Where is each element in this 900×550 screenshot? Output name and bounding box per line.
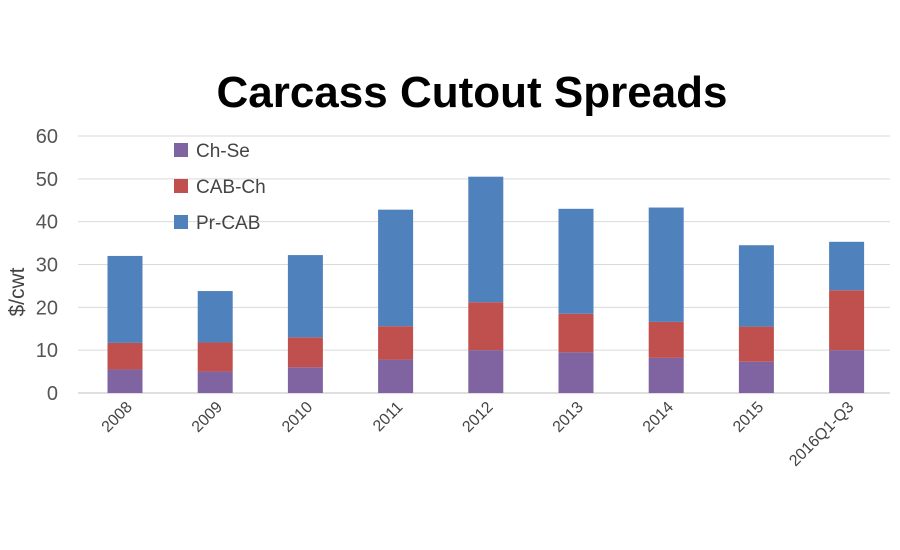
x-tick-label: 2011 — [370, 399, 406, 435]
bar-segment-pr-cab — [107, 255, 143, 343]
bar-segment-pr-cab — [468, 176, 504, 303]
bar-segment-cab-ch — [738, 326, 774, 362]
bars — [107, 176, 865, 393]
legend-label: Ch-Se — [196, 141, 250, 162]
bar-segment-ch-se — [738, 361, 774, 393]
bar-segment-ch-se — [648, 357, 684, 393]
bar-segment-cab-ch — [468, 302, 504, 351]
bar-segment-pr-cab — [558, 208, 594, 314]
bar-segment-cab-ch — [197, 342, 233, 372]
bar-segment-cab-ch — [829, 290, 865, 351]
x-tick-label: 2013 — [550, 399, 587, 436]
y-tick-label: 10 — [36, 340, 58, 362]
legend-swatch-pr-cab — [174, 215, 188, 229]
bar-segment-ch-se — [197, 371, 233, 393]
bar-segment-cab-ch — [648, 321, 684, 358]
x-tick-label: 2010 — [279, 399, 316, 436]
x-tick-label: 2009 — [189, 399, 226, 436]
y-tick-label: 40 — [36, 212, 58, 234]
x-tick-label: 2012 — [459, 399, 496, 436]
bar-segment-pr-cab — [829, 241, 865, 291]
bar-segment-cab-ch — [107, 342, 143, 370]
chart-title: Carcass Cutout Spreads — [216, 68, 728, 117]
bar-segment-ch-se — [287, 367, 323, 393]
bar-segment-ch-se — [558, 352, 594, 393]
x-tick-label: 2014 — [640, 399, 677, 436]
bar-segment-ch-se — [107, 369, 143, 393]
y-tick-label: 20 — [36, 297, 58, 319]
legend: Ch-Se CAB-Ch Pr-CAB — [174, 141, 266, 234]
y-tick-label: 30 — [36, 255, 58, 277]
y-tick-label: 0 — [47, 383, 58, 405]
x-tick-label: 2015 — [730, 399, 767, 436]
legend-swatch-cab-ch — [174, 179, 188, 193]
bar-segment-pr-cab — [378, 209, 414, 327]
bar-segment-ch-se — [378, 359, 414, 393]
bar-segment-pr-cab — [197, 291, 233, 343]
y-axis-ticks: 0 10 20 30 40 50 60 — [36, 126, 58, 405]
bar-segment-cab-ch — [378, 326, 414, 360]
bar-segment-cab-ch — [287, 337, 323, 368]
legend-label: Pr-CAB — [196, 213, 260, 234]
y-tick-label: 50 — [36, 169, 58, 191]
x-tick-label: 2008 — [99, 399, 136, 436]
x-tick-label: 2016Q1-Q3 — [786, 399, 857, 470]
y-tick-label: 60 — [36, 126, 58, 148]
legend-label: CAB-Ch — [196, 177, 266, 198]
bar-segment-pr-cab — [287, 255, 323, 338]
bar-segment-ch-se — [468, 350, 504, 393]
legend-swatch-ch-se — [174, 143, 188, 157]
bar-segment-cab-ch — [558, 313, 594, 353]
x-axis-ticks: 2008 2009 2010 2011 2012 2013 2014 2015 2016Q1-Q… — [99, 399, 858, 470]
bar-segment-pr-cab — [648, 207, 684, 322]
bar-segment-pr-cab — [738, 245, 774, 327]
bar-segment-ch-se — [829, 350, 865, 393]
y-axis-label: $/cwt — [6, 267, 29, 316]
